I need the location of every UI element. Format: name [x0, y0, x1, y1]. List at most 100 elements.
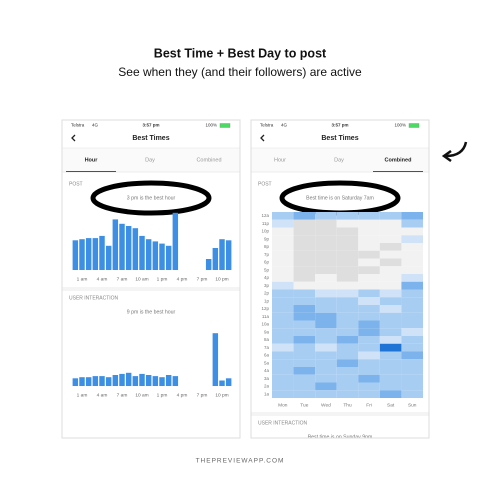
heat-cell — [272, 219, 294, 228]
bar — [152, 241, 159, 270]
heat-cell — [401, 351, 423, 360]
heat-cell — [336, 289, 359, 298]
tab: Combined — [385, 157, 412, 163]
heat-cell — [293, 235, 316, 243]
heat-cell — [401, 382, 423, 391]
bar — [145, 375, 152, 386]
x-tick-label: 7 pm — [197, 276, 208, 282]
heat-cell — [336, 374, 359, 383]
heat-cell — [315, 312, 337, 321]
heat-cell — [336, 250, 359, 259]
column-label: Fri — [366, 402, 372, 408]
section-gap — [251, 412, 429, 416]
bar — [219, 380, 225, 386]
row-label: 5a — [264, 360, 270, 365]
nav-title: Best Times — [132, 135, 169, 142]
heat-cell — [315, 235, 337, 243]
heat-cell — [293, 266, 316, 274]
heat-cell — [336, 212, 359, 220]
bar — [125, 226, 132, 270]
heat-cell — [336, 297, 359, 305]
x-tick-label: 1 am — [77, 392, 88, 398]
heat-cell — [401, 219, 423, 228]
heat-cell — [293, 227, 316, 236]
heat-cell — [379, 328, 402, 336]
heat-cell — [379, 227, 402, 236]
heat-cell — [272, 274, 294, 282]
heat-cell — [315, 212, 337, 220]
heat-cell — [401, 320, 423, 329]
note: 9 pm is the best hour — [127, 309, 176, 315]
heat-cell — [401, 343, 423, 352]
heat-cell — [315, 382, 337, 391]
row-label: 10a — [261, 322, 269, 327]
x-tick-label: 4 pm — [177, 392, 188, 398]
heat-cell — [358, 374, 380, 383]
heat-cell — [379, 250, 402, 259]
arrow-head — [441, 149, 452, 163]
heat-cell — [272, 289, 294, 298]
heat-cell — [272, 305, 294, 313]
heat-cell — [358, 235, 380, 243]
heat-cell — [272, 281, 294, 290]
carrier: Telstra — [260, 123, 274, 128]
section-gap — [62, 287, 240, 291]
heat-cell — [358, 219, 380, 228]
bar — [79, 377, 85, 386]
network: 4G — [92, 123, 99, 128]
row-label: 9a — [264, 329, 270, 334]
tab: Combined — [196, 157, 221, 163]
column-label: Mon — [278, 402, 288, 408]
bar — [159, 243, 165, 270]
heat-cell — [379, 351, 402, 360]
heat-cell — [293, 320, 316, 329]
bar — [132, 376, 139, 386]
row-label: 1a — [264, 391, 270, 396]
heat-cell — [315, 390, 337, 398]
heat-cell — [401, 250, 423, 259]
bar — [99, 235, 105, 270]
bar — [165, 375, 172, 386]
heat-cell — [293, 367, 316, 375]
bar — [205, 259, 212, 270]
heat-cell — [272, 258, 294, 267]
heat-cell — [336, 219, 359, 228]
heat-cell — [401, 227, 423, 236]
x-tick-label: 1 pm — [157, 392, 168, 398]
x-tick-label: 10 am — [135, 392, 148, 398]
heat-cell — [293, 289, 316, 298]
heat-cell — [379, 390, 402, 398]
heat-cell — [272, 266, 294, 274]
heat-cell — [401, 374, 423, 383]
tab: Day — [334, 157, 344, 163]
heat-cell — [336, 359, 359, 367]
x-tick-label: 10 pm — [215, 392, 228, 398]
bar — [152, 376, 159, 386]
heat-cell — [293, 351, 316, 360]
heat-cell — [315, 258, 337, 267]
heat-cell — [401, 289, 423, 298]
heat-cell — [358, 305, 380, 313]
heat-cell — [272, 297, 294, 305]
heat-cell — [379, 258, 402, 267]
tab-bar — [62, 148, 240, 172]
bar — [119, 373, 125, 386]
x-tick-label: 7 am — [117, 392, 128, 398]
subtitle: See when they (and their followers) are … — [118, 65, 362, 79]
heat-cell — [336, 367, 359, 375]
tab-bar — [251, 148, 429, 172]
tab: Hour — [274, 157, 286, 163]
bar — [85, 238, 92, 270]
heat-cell — [272, 367, 294, 375]
heat-cell — [379, 305, 402, 313]
x-tick-label: 7 pm — [197, 392, 208, 398]
heat-cell — [293, 343, 316, 352]
heat-cell — [272, 235, 294, 243]
heat-cell — [358, 382, 380, 391]
bar — [165, 245, 172, 270]
phone-frame — [61, 119, 241, 439]
heat-cell — [315, 328, 337, 336]
bar — [132, 228, 139, 270]
heat-cell — [379, 297, 402, 305]
bar — [112, 219, 119, 270]
